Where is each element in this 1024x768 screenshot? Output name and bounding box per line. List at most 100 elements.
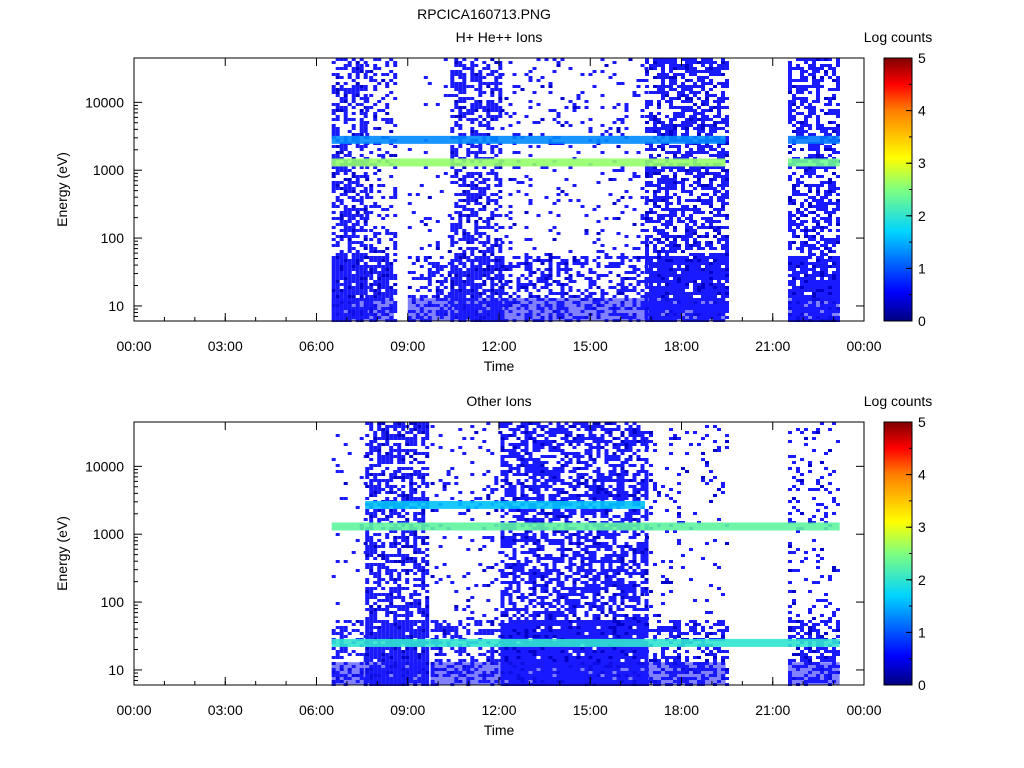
spectrogram-cell bbox=[355, 76, 360, 79]
spectrogram-cell bbox=[548, 268, 553, 271]
spectrogram-cell bbox=[796, 133, 800, 136]
spectrogram-cell bbox=[693, 118, 697, 121]
spectrogram-cell bbox=[600, 133, 605, 136]
spectrogram-cell bbox=[490, 118, 495, 121]
spectrogram-cell bbox=[701, 61, 705, 64]
spectrogram-cell bbox=[657, 76, 661, 79]
spectrogram-cell bbox=[486, 256, 491, 259]
spectrogram-cell bbox=[592, 145, 597, 148]
spectrogram-cell bbox=[653, 271, 657, 274]
spectrogram-cell bbox=[377, 286, 382, 289]
spectrogram-cell bbox=[486, 277, 491, 280]
spectrogram-cell bbox=[351, 175, 356, 178]
spectrogram-cell bbox=[351, 241, 356, 244]
spectrogram-cell bbox=[564, 277, 569, 280]
spectrogram-cell bbox=[365, 271, 370, 274]
spectrogram-cell bbox=[721, 127, 725, 130]
spectrogram-cell bbox=[470, 295, 475, 298]
spectrogram-cell bbox=[335, 470, 340, 473]
spectrogram-cell bbox=[385, 103, 390, 106]
spectrogram-cell bbox=[721, 283, 725, 286]
spectrogram-cell bbox=[498, 100, 503, 103]
spectrogram-cell bbox=[665, 178, 669, 181]
spectrogram-cell bbox=[624, 235, 629, 238]
spectrogram-cell bbox=[393, 473, 398, 476]
spectrogram-cell bbox=[397, 476, 402, 479]
spectrogram-cell bbox=[640, 229, 645, 232]
spectrogram-cell bbox=[462, 274, 467, 277]
spectrogram-cell bbox=[693, 91, 697, 94]
spectrogram-cell bbox=[576, 289, 581, 292]
spectrogram-cell bbox=[524, 289, 529, 292]
spectrogram-cell bbox=[689, 97, 693, 100]
spectrogram-cell bbox=[427, 82, 432, 85]
spectrogram-cell bbox=[693, 175, 697, 178]
spectrogram-cell bbox=[339, 470, 344, 473]
spectrogram-cell bbox=[423, 103, 428, 106]
spectrogram-cell bbox=[478, 283, 483, 286]
spectrogram-cell bbox=[832, 259, 836, 262]
spectrogram-cell bbox=[632, 175, 637, 178]
spectrogram-cell bbox=[804, 283, 808, 286]
spectrogram-cell bbox=[385, 458, 390, 461]
spectrogram-cell bbox=[669, 124, 673, 127]
spectrogram-cell bbox=[796, 85, 800, 88]
spectrogram-cell bbox=[653, 247, 657, 250]
spectrogram-cell bbox=[709, 82, 713, 85]
spectrogram-cell bbox=[721, 64, 725, 67]
spectrogram-cell bbox=[443, 280, 448, 283]
spectrogram-cell bbox=[816, 94, 820, 97]
spectrogram-cell bbox=[669, 127, 673, 130]
spectrogram-cell bbox=[528, 256, 533, 259]
spectrogram-cell bbox=[592, 292, 597, 295]
spectrogram-cell bbox=[681, 295, 685, 298]
spectrogram-cell bbox=[369, 184, 374, 187]
spectrogram-cell bbox=[816, 289, 820, 292]
spectrogram-cell bbox=[820, 271, 824, 274]
spectrogram-cell bbox=[820, 226, 824, 229]
spectrogram-cell bbox=[351, 265, 356, 268]
spectrogram-cell bbox=[721, 121, 725, 124]
spectrogram-cell bbox=[393, 536, 398, 539]
spectrogram-cell bbox=[462, 214, 467, 217]
spectrogram-cell bbox=[788, 289, 792, 292]
spectrogram-cell bbox=[528, 271, 533, 274]
spectrogram-cell bbox=[788, 151, 792, 154]
spectrogram-cell bbox=[494, 82, 499, 85]
spectrogram-cell bbox=[721, 184, 725, 187]
spectrogram-cell bbox=[355, 175, 360, 178]
spectrogram-cell bbox=[824, 193, 828, 196]
spectrogram-cell bbox=[796, 121, 800, 124]
spectrogram-cell bbox=[369, 443, 374, 446]
spectrogram-cell bbox=[393, 443, 398, 446]
spectrogram-cell bbox=[516, 85, 521, 88]
spectrogram-cell bbox=[331, 274, 336, 277]
spectrogram-cell bbox=[808, 58, 812, 61]
spectrogram-cell bbox=[616, 283, 621, 286]
spectrogram-cell bbox=[649, 181, 653, 184]
spectrogram-cell bbox=[717, 115, 721, 118]
spectrogram-cell bbox=[486, 295, 491, 298]
spectrogram-cell bbox=[685, 145, 689, 148]
spectrogram-cell bbox=[657, 112, 661, 115]
spectrogram-cell bbox=[645, 295, 649, 298]
spectrogram-cell bbox=[466, 271, 471, 274]
spectrogram-cell bbox=[427, 274, 432, 277]
spectrogram-cell bbox=[389, 289, 394, 292]
spectrogram-cell bbox=[385, 112, 390, 115]
spectrogram-cell bbox=[812, 148, 816, 151]
spectrogram-cell bbox=[427, 229, 432, 232]
spectrogram-cell bbox=[796, 91, 800, 94]
spectrogram-cell bbox=[482, 193, 487, 196]
spectrogram-cell bbox=[331, 112, 336, 115]
spectrogram-cell bbox=[689, 193, 693, 196]
spectrogram-cell bbox=[701, 82, 705, 85]
spectrogram-cell bbox=[381, 250, 386, 253]
spectrogram-cell bbox=[355, 73, 360, 76]
spectrogram-cell bbox=[701, 283, 705, 286]
spectrogram-cell bbox=[556, 232, 561, 235]
spectrogram-cell bbox=[580, 256, 585, 259]
spectrogram-cell bbox=[788, 274, 792, 277]
spectrogram-cell bbox=[504, 268, 509, 271]
colorbar-tick-label: 5 bbox=[918, 50, 926, 66]
